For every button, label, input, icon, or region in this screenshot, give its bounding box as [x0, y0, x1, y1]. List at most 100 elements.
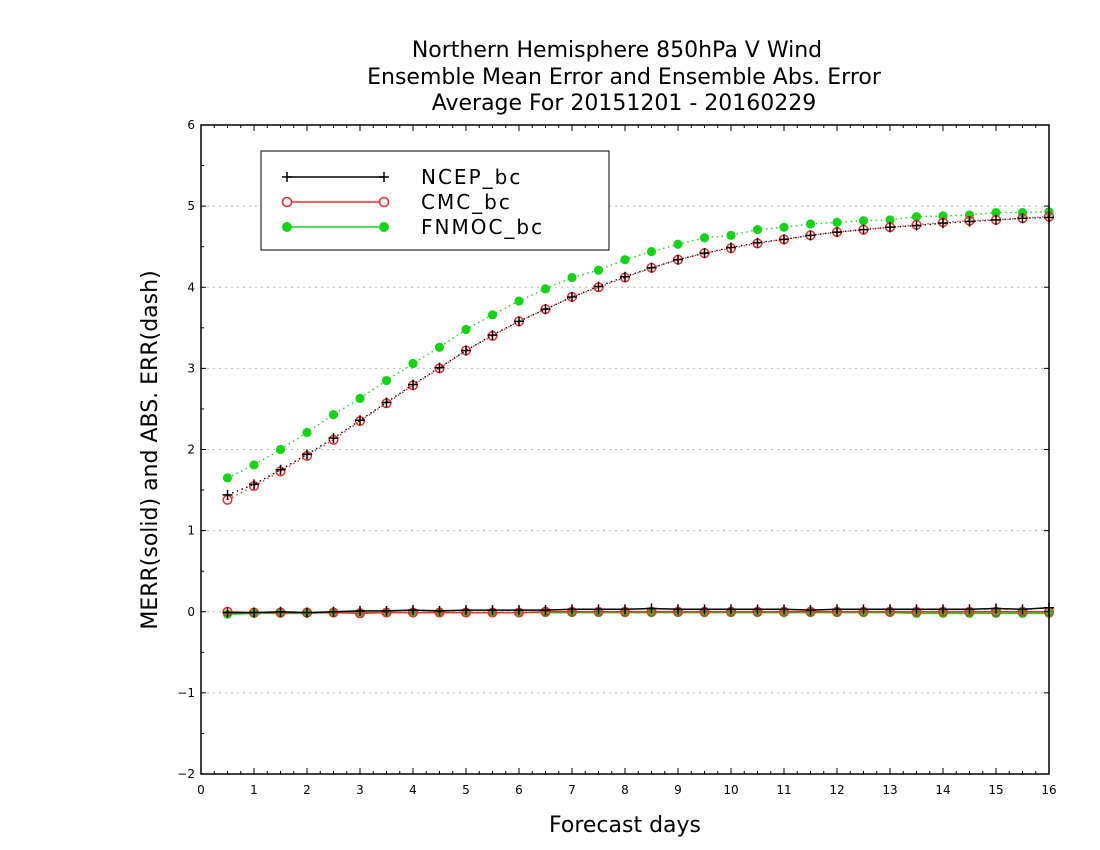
abs-err-point-ncep-bc [779, 234, 789, 245]
abs-err-point-ncep-bc [646, 262, 657, 273]
x-tick-label: 4 [409, 783, 417, 797]
x-tick-label: 2 [303, 783, 311, 797]
abs-err-point-ncep-bc [620, 271, 630, 282]
merr-point-ncep-bc [275, 606, 286, 617]
abs-err-point-fnmoc-bc [832, 217, 842, 227]
y-tick-label: 6 [187, 118, 195, 132]
abs-err-point-ncep-bc [593, 281, 604, 292]
abs-err-point-ncep-bc [699, 248, 710, 259]
abs-err-point-fnmoc-bc [726, 230, 736, 240]
merr-point-ncep-bc [328, 606, 339, 617]
x-axis-label: Forecast days [549, 813, 701, 838]
abs-err-point-fnmoc-bc [673, 239, 683, 249]
abs-err-point-fnmoc-bc [222, 473, 233, 483]
merr-point-ncep-bc [381, 605, 392, 616]
abs-err-point-fnmoc-bc [752, 225, 763, 235]
legend-marker-ncep-left [282, 172, 292, 182]
merr-point-ncep-bc [355, 605, 365, 616]
merr-point-ncep-bc [964, 604, 975, 615]
y-axis-label: MERR(solid) and ABS. ERR(dash) [138, 270, 163, 629]
y-tick-label: 2 [187, 443, 195, 457]
merr-point-ncep-bc [752, 604, 763, 615]
abs-err-point-fnmoc-bc [646, 246, 657, 257]
merr-point-ncep-bc [726, 604, 736, 615]
x-tick-label: 12 [829, 783, 844, 797]
chart-title-line-2: Ensemble Mean Error and Ensemble Abs. Er… [367, 65, 882, 90]
y-tick-label: 4 [187, 280, 195, 294]
abs-err-point-fnmoc-bc [911, 212, 922, 222]
abs-err-point-fnmoc-bc [779, 222, 789, 232]
abs-err-point-fnmoc-bc [328, 410, 339, 420]
x-tick-label: 0 [197, 783, 205, 797]
merr-point-ncep-bc [540, 605, 551, 616]
abs-err-point-ncep-bc [964, 216, 975, 227]
abs-err-point-ncep-bc [991, 214, 1001, 225]
abs-err-point-fnmoc-bc [699, 233, 710, 243]
abs-err-point-fnmoc-bc [593, 265, 604, 275]
abs-err-point-ncep-bc [487, 330, 498, 341]
merr-point-ncep-bc [699, 604, 710, 615]
x-tick-label: 15 [988, 783, 1003, 797]
abs-err-line-cmc-bc [227, 216, 1050, 501]
merr-point-ncep-bc [408, 605, 418, 616]
y-tick-label: −2 [177, 767, 195, 781]
abs-err-point-fnmoc-bc [991, 208, 1001, 218]
abs-err-point-fnmoc-bc [487, 310, 498, 320]
y-tick-label: 3 [187, 361, 195, 375]
abs-err-point-ncep-bc [408, 379, 418, 390]
abs-err-point-ncep-bc [249, 479, 259, 490]
abs-err-point-ncep-bc [567, 291, 577, 302]
legend-marker-cmc-left [281, 196, 293, 208]
abs-err-point-ncep-bc [222, 489, 233, 500]
merr-point-ncep-bc [222, 607, 233, 618]
abs-err-point-fnmoc-bc [408, 358, 418, 369]
merr-point-ncep-bc [673, 604, 683, 615]
merr-point-ncep-bc [249, 607, 259, 618]
y-tick-label: −1 [177, 686, 195, 700]
abs-err-point-fnmoc-bc [249, 460, 259, 470]
merr-point-ncep-bc [938, 604, 948, 615]
y-tick-label: 5 [187, 199, 195, 213]
abs-err-point-fnmoc-bc [540, 284, 551, 294]
abs-err-point-fnmoc-bc [302, 427, 312, 438]
abs-err-point-ncep-bc [381, 397, 392, 408]
abs-err-point-ncep-bc [328, 433, 339, 444]
legend-marker-fnmoc-right [379, 222, 389, 232]
legend-marker-ncep-right [379, 172, 389, 182]
abs-err-point-ncep-bc [832, 227, 842, 238]
legend-box [260, 150, 610, 251]
series-layer [222, 207, 1055, 619]
x-tick-label: 11 [776, 783, 791, 797]
abs-err-point-ncep-bc [885, 222, 895, 233]
merr-point-ncep-bc [885, 604, 895, 615]
merr-point-ncep-bc [487, 605, 498, 616]
merr-point-ncep-bc [805, 605, 816, 616]
x-tick-label: 10 [723, 783, 738, 797]
chart-title: Northern Hemisphere 850hPa V Wind Ensemb… [367, 38, 882, 116]
abs-err-point-fnmoc-bc [461, 324, 471, 335]
merr-point-ncep-bc [646, 603, 657, 614]
x-tick-label: 9 [674, 783, 682, 797]
chart-title-line-3: Average For 20151201 - 20160229 [432, 91, 817, 116]
x-tick-label: 1 [250, 783, 258, 797]
merr-point-ncep-bc [434, 605, 445, 616]
legend-marker-cmc-right [378, 196, 390, 208]
abs-err-point-ncep-bc [355, 415, 365, 426]
abs-err-point-fnmoc-bc [805, 219, 816, 229]
merr-point-ncep-bc [461, 605, 471, 616]
merr-point-ncep-bc [858, 604, 869, 615]
abs-err-point-fnmoc-bc [620, 255, 630, 265]
abs-err-point-fnmoc-bc [514, 296, 524, 306]
series-cmc-bc [222, 211, 1055, 619]
x-tick-label: 7 [568, 783, 576, 797]
abs-err-point-fnmoc-bc [885, 215, 895, 225]
merr-point-ncep-bc [1017, 604, 1028, 615]
x-tick-label: 14 [935, 783, 950, 797]
abs-err-point-ncep-bc [673, 254, 683, 265]
x-tick-label: 6 [515, 783, 523, 797]
abs-err-point-ncep-bc [752, 237, 763, 248]
abs-err-point-fnmoc-bc [434, 342, 445, 352]
abs-err-point-ncep-bc [911, 220, 922, 231]
abs-err-point-fnmoc-bc [381, 375, 392, 386]
